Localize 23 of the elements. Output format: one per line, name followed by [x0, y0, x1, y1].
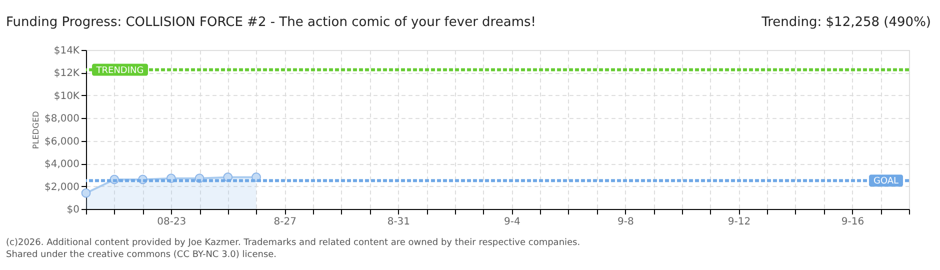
text: Trending: $12,258 (490%) [760, 15, 931, 30]
x-tick-label: 9-4 [504, 216, 520, 228]
y-tick-label: $8,000 [44, 114, 80, 125]
y-tick-label: $2,000 [44, 182, 80, 193]
x-tick-label: 9-12 [728, 216, 751, 228]
x-tick-label: 8-31 [387, 216, 410, 228]
point [81, 188, 91, 198]
y-axis-title: PLEDGED [32, 111, 41, 149]
y-tick-label: $10K [54, 90, 80, 102]
x-tick-label: 8-27 [274, 216, 297, 228]
y-tick-label: $12K [54, 68, 80, 80]
ref-line-label: TRENDING [95, 66, 144, 76]
text: (c)2026. Additional content provided by Joe Kazmer. Trademarks and related content are owned by their respective companies. [6, 238, 580, 248]
x-tick-label: 9-16 [841, 216, 864, 228]
ref-line-label: GOAL [873, 176, 899, 187]
y-tick-label: $14K [54, 46, 80, 56]
y-tick-label: $0 [66, 204, 80, 216]
y-tick-label: $6,000 [44, 136, 80, 148]
y-tick-label: $4,000 [44, 159, 80, 170]
text: Shared under the creative commons (CC BY-NC 3.0) license. [6, 250, 277, 260]
x-tick-label: 08-23 [157, 216, 186, 228]
x-tick-label: 9-8 [618, 216, 634, 228]
chart-title: Funding Progress: COLLISION FORCE #2 - The action comic of your fever dreams! [6, 15, 536, 30]
